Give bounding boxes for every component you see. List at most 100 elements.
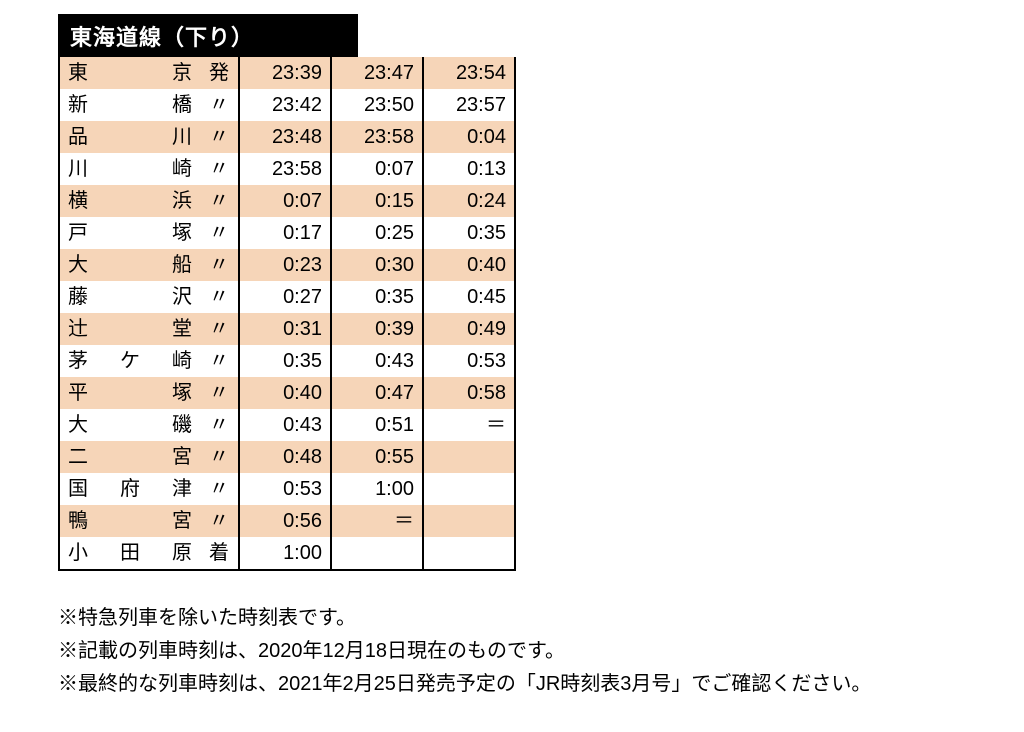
- station-mark: 〃: [200, 505, 239, 537]
- timetable-body: 東京発23:3923:4723:54新橋〃23:4223:5023:57品川〃2…: [60, 57, 514, 569]
- time-cell: 0:51: [331, 409, 423, 441]
- station-name: 茅ケ崎: [60, 345, 200, 377]
- station-name: 戸塚: [60, 217, 200, 249]
- table-row: 新橋〃23:4223:5023:57: [60, 89, 514, 121]
- time-cell: 1:00: [239, 537, 331, 569]
- timetable: 東京発23:3923:4723:54新橋〃23:4223:5023:57品川〃2…: [60, 57, 514, 569]
- station-mark: 〃: [200, 377, 239, 409]
- station-name: 鴨宮: [60, 505, 200, 537]
- time-cell: 0:23: [239, 249, 331, 281]
- time-cell: 23:48: [239, 121, 331, 153]
- station-mark: 着: [200, 537, 239, 569]
- station-mark: 〃: [200, 185, 239, 217]
- station-mark: 〃: [200, 217, 239, 249]
- station-name: 辻堂: [60, 313, 200, 345]
- station-name: 川崎: [60, 153, 200, 185]
- table-row: 藤沢〃0:270:350:45: [60, 281, 514, 313]
- time-cell: 0:39: [331, 313, 423, 345]
- time-cell: 0:48: [239, 441, 331, 473]
- table-row: 横浜〃0:070:150:24: [60, 185, 514, 217]
- footnotes: ※特急列車を除いた時刻表です。 ※記載の列車時刻は、2020年12月18日現在の…: [58, 603, 1024, 700]
- table-row: 平塚〃0:400:470:58: [60, 377, 514, 409]
- time-cell: 0:25: [331, 217, 423, 249]
- table-row: 辻堂〃0:310:390:49: [60, 313, 514, 345]
- time-cell: [423, 505, 514, 537]
- station-name: 横浜: [60, 185, 200, 217]
- time-cell: 0:40: [239, 377, 331, 409]
- time-cell: [331, 537, 423, 569]
- time-cell: ＝: [423, 409, 514, 441]
- time-cell: [423, 441, 514, 473]
- station-name: 小田原: [60, 537, 200, 569]
- station-name: 東京: [60, 57, 200, 89]
- table-row: 大磯〃0:430:51＝: [60, 409, 514, 441]
- time-cell: [423, 537, 514, 569]
- station-name: 大船: [60, 249, 200, 281]
- station-mark: 〃: [200, 89, 239, 121]
- time-cell: 23:39: [239, 57, 331, 89]
- time-cell: 0:24: [423, 185, 514, 217]
- table-row: 戸塚〃0:170:250:35: [60, 217, 514, 249]
- time-cell: 23:54: [423, 57, 514, 89]
- time-cell: 0:43: [331, 345, 423, 377]
- time-cell: 23:58: [239, 153, 331, 185]
- time-cell: 0:15: [331, 185, 423, 217]
- time-cell: 0:35: [331, 281, 423, 313]
- station-mark: 〃: [200, 121, 239, 153]
- time-cell: 23:47: [331, 57, 423, 89]
- table-row: 東京発23:3923:4723:54: [60, 57, 514, 89]
- time-cell: 0:58: [423, 377, 514, 409]
- station-name: 新橋: [60, 89, 200, 121]
- timetable-title: 東海道線（下り）: [58, 14, 358, 57]
- time-cell: 0:55: [331, 441, 423, 473]
- time-cell: 0:04: [423, 121, 514, 153]
- time-cell: 0:45: [423, 281, 514, 313]
- station-mark: 〃: [200, 153, 239, 185]
- station-mark: 〃: [200, 249, 239, 281]
- table-row: 小田原着1:00: [60, 537, 514, 569]
- time-cell: 0:53: [423, 345, 514, 377]
- time-cell: 0:43: [239, 409, 331, 441]
- time-cell: 0:17: [239, 217, 331, 249]
- station-mark: 〃: [200, 409, 239, 441]
- footnote-line: ※特急列車を除いた時刻表です。: [58, 603, 1024, 634]
- time-cell: 0:27: [239, 281, 331, 313]
- table-row: 国府津〃0:531:00: [60, 473, 514, 505]
- time-cell: 23:50: [331, 89, 423, 121]
- time-cell: 1:00: [331, 473, 423, 505]
- station-name: 品川: [60, 121, 200, 153]
- station-mark: 〃: [200, 441, 239, 473]
- time-cell: 0:07: [331, 153, 423, 185]
- station-mark: 発: [200, 57, 239, 89]
- footnote-line: ※最終的な列車時刻は、2021年2月25日発売予定の「JR時刻表3月号」でご確認…: [58, 669, 1024, 700]
- time-cell: 0:30: [331, 249, 423, 281]
- time-cell: 0:49: [423, 313, 514, 345]
- time-cell: 0:31: [239, 313, 331, 345]
- table-row: 二宮〃0:480:55: [60, 441, 514, 473]
- station-mark: 〃: [200, 345, 239, 377]
- time-cell: 23:57: [423, 89, 514, 121]
- table-row: 品川〃23:4823:580:04: [60, 121, 514, 153]
- time-cell: 0:56: [239, 505, 331, 537]
- station-mark: 〃: [200, 473, 239, 505]
- timetable-frame: 東京発23:3923:4723:54新橋〃23:4223:5023:57品川〃2…: [58, 57, 516, 571]
- station-name: 藤沢: [60, 281, 200, 313]
- time-cell: 0:13: [423, 153, 514, 185]
- time-cell: 0:07: [239, 185, 331, 217]
- time-cell: 0:53: [239, 473, 331, 505]
- table-row: 鴨宮〃0:56＝: [60, 505, 514, 537]
- station-name: 二宮: [60, 441, 200, 473]
- footnote-line: ※記載の列車時刻は、2020年12月18日現在のものです。: [58, 636, 1024, 667]
- time-cell: 0:35: [239, 345, 331, 377]
- station-mark: 〃: [200, 313, 239, 345]
- time-cell: ＝: [331, 505, 423, 537]
- time-cell: 23:58: [331, 121, 423, 153]
- table-row: 大船〃0:230:300:40: [60, 249, 514, 281]
- station-name: 国府津: [60, 473, 200, 505]
- timetable-container: 東海道線（下り） 東京発23:3923:4723:54新橋〃23:4223:50…: [58, 14, 1024, 571]
- station-mark: 〃: [200, 281, 239, 313]
- station-name: 平塚: [60, 377, 200, 409]
- table-row: 川崎〃23:580:070:13: [60, 153, 514, 185]
- time-cell: 0:47: [331, 377, 423, 409]
- time-cell: [423, 473, 514, 505]
